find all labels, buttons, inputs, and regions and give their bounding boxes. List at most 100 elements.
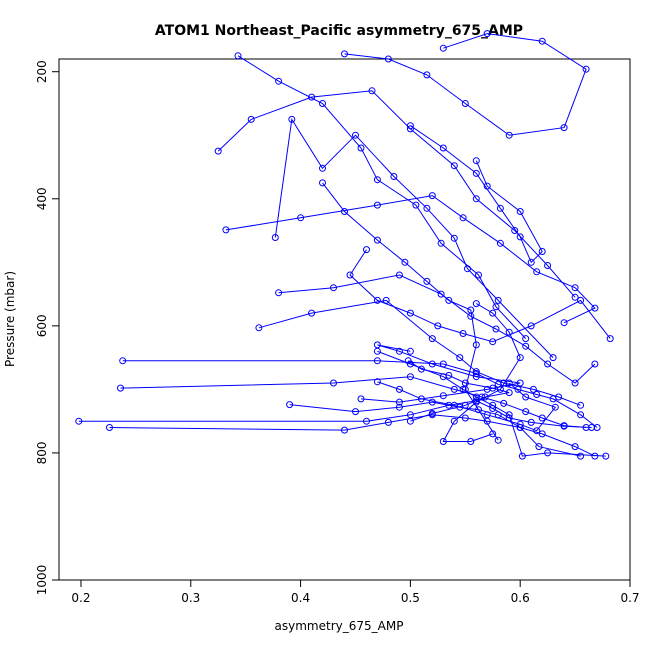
y-axis: 200 400 600 800 1000 [35,60,60,595]
data-point [472,393,480,401]
data-point [522,335,530,343]
data-point [330,379,337,387]
data-point [602,452,610,460]
data-point [319,164,326,172]
data-point [544,360,552,368]
data-point [450,234,458,242]
data-point [222,226,230,234]
x-tick-label: 0.5 [401,591,420,605]
x-axis-title: asymmetry_675_AMP [275,619,404,633]
y-tick-label: 800 [35,441,49,464]
data-point [428,192,436,200]
data-point [560,124,568,132]
data-point [489,338,497,346]
data-point [591,360,599,368]
data-point [75,417,83,425]
data-point [472,373,480,381]
data-point [373,296,381,304]
data-point [406,122,414,130]
data-point [368,87,376,95]
data-point [500,399,508,407]
data-point [412,201,420,209]
data-point [505,131,513,139]
series-3 [214,87,579,301]
data-point [401,258,409,266]
data-point [527,322,535,330]
series-8 [255,296,585,409]
data-point [214,147,222,155]
data-point [417,365,425,373]
data-point [522,408,530,416]
x-tick-label: 0.6 [511,591,530,605]
data-point [373,341,381,349]
data-point [472,157,480,165]
data-point [522,342,530,350]
series-line [410,125,543,264]
data-point [492,325,500,333]
data-point [489,401,497,409]
data-point [516,379,524,387]
data-point [522,393,530,401]
data-point [423,277,431,285]
data-point [437,290,445,298]
series-6 [222,192,599,327]
data-point [330,284,337,292]
data-point [571,293,579,301]
x-tick-label: 0.7 [620,591,639,605]
data-point [439,144,447,152]
series-line [407,360,510,422]
data-point [538,430,546,438]
series-5 [346,246,614,346]
series-line [109,414,596,457]
data-point [494,296,502,304]
y-tick-label: 200 [35,60,49,83]
data-point [275,289,283,297]
x-tick-label: 0.4 [291,591,310,605]
data-point [373,357,381,365]
data-point [445,296,453,304]
series-12 [106,411,599,460]
series-line [120,376,587,428]
data-point [357,395,365,403]
data-point [423,204,431,212]
data-point [450,162,458,170]
data-point [286,401,294,409]
data-point [483,385,491,393]
data-point [373,236,381,244]
series-19 [373,378,559,435]
data-point [308,93,316,101]
series-line [225,195,596,324]
data-point [489,309,497,317]
series-line [278,274,596,384]
series-line [344,33,587,136]
data-point [496,239,504,247]
data-point [571,284,579,292]
data-point [357,144,365,152]
data-point [319,179,326,187]
data-point [234,52,242,60]
data-point [384,55,392,63]
data-point [577,452,585,460]
data-point [363,417,370,425]
data-point [577,401,585,409]
data-point [395,398,403,406]
data-point [247,115,255,123]
series-18 [404,357,513,425]
data-point [560,422,568,430]
data-point [395,403,403,411]
series-layer [75,30,614,460]
data-point [571,379,579,387]
data-point [467,306,475,314]
data-point [533,391,541,398]
data-point [538,414,546,422]
data-point [406,417,414,425]
data-point [516,233,524,241]
data-point [437,239,445,247]
data-point [450,401,458,409]
data-point [591,304,599,312]
data-point [461,414,469,422]
data-point [119,357,127,365]
data-point [516,354,524,362]
series-16 [319,179,502,444]
